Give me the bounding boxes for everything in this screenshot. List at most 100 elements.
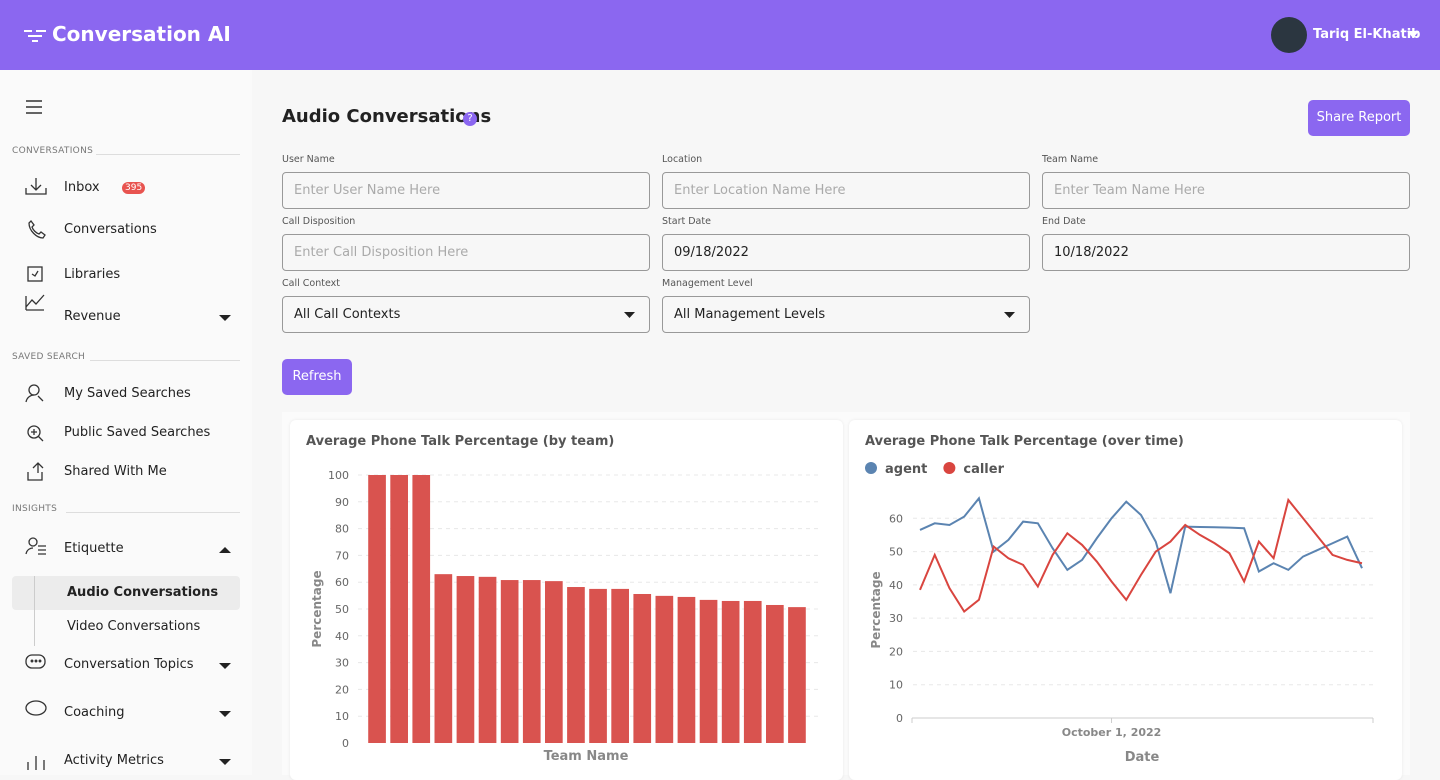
- menu-icon[interactable]: [26, 100, 44, 114]
- input[interactable]: All Management Levels: [662, 296, 1030, 333]
- bar: [545, 581, 563, 743]
- bar: [788, 607, 806, 743]
- legend-label: caller: [963, 462, 1004, 477]
- user-name[interactable]: Tariq El-Khatib: [1313, 27, 1421, 42]
- section-title: SAVED SEARCH: [12, 352, 86, 362]
- divider: [96, 154, 240, 155]
- y-tick-label: 0: [896, 712, 903, 725]
- bar: [390, 475, 408, 743]
- chart: Average Phone Talk Percentage (by team) 0…: [306, 434, 818, 764]
- input[interactable]: Enter Location Name Here: [662, 172, 1030, 209]
- nav-item[interactable]: Conversations: [64, 222, 157, 237]
- bar: [655, 595, 674, 743]
- nav-item[interactable]: Conversation Topics: [64, 657, 194, 672]
- bar: [611, 588, 629, 743]
- y-tick-label: 90: [335, 496, 349, 509]
- y-tick-label: 10: [889, 679, 903, 692]
- bar: [589, 588, 607, 743]
- y-axis-title: Percentage: [869, 571, 883, 648]
- nav-item[interactable]: Shared With Me: [64, 464, 167, 479]
- bar: [766, 604, 784, 743]
- input[interactable]: Enter Call Disposition Here: [282, 234, 650, 271]
- refresh-button[interactable]: Refresh: [282, 359, 352, 395]
- nav-item[interactable]: Inbox: [64, 180, 100, 195]
- chart: Average Phone Talk Percentage (over time…: [865, 434, 1374, 765]
- nav-item[interactable]: My Saved Searches: [64, 386, 191, 401]
- help-icon[interactable]: ?: [463, 112, 477, 126]
- badge: 395: [122, 182, 146, 194]
- header: [0, 0, 1440, 70]
- section-title: CONVERSATIONS: [12, 146, 94, 156]
- bar: [434, 574, 453, 743]
- bar: [743, 600, 762, 743]
- field-label: Team Name: [1042, 154, 1099, 165]
- bar: [633, 593, 652, 743]
- caret: [1004, 312, 1015, 318]
- sub-line: [34, 576, 35, 646]
- series-line: [919, 497, 1363, 613]
- y-tick-label: 50: [889, 546, 903, 559]
- y-tick-label: 100: [328, 469, 349, 482]
- nav-item[interactable]: Libraries: [64, 267, 121, 282]
- y-tick-label: 40: [889, 579, 903, 592]
- bar: [368, 475, 386, 743]
- input[interactable]: 09/18/2022: [662, 234, 1030, 271]
- nav-subitem[interactable]: Audio Conversations: [67, 585, 219, 600]
- x-axis-title: Date: [1125, 750, 1160, 765]
- y-tick-label: 30: [335, 657, 349, 670]
- input[interactable]: All Call Contexts: [282, 296, 650, 333]
- field-label: Location: [662, 154, 703, 165]
- dropdown-caret: [624, 312, 635, 318]
- field-label: Management Level: [662, 278, 753, 289]
- bar: [721, 600, 740, 743]
- field-label: Call Context: [282, 278, 340, 289]
- legend-label: agent: [885, 462, 927, 477]
- brand-icon: [24, 30, 46, 42]
- section-title: INSIGHTS: [12, 504, 58, 514]
- chart-title: Average Phone Talk Percentage (over time…: [865, 434, 1184, 449]
- nav-item[interactable]: Revenue: [64, 309, 121, 324]
- y-tick-label: 0: [342, 737, 349, 750]
- divider: [90, 360, 240, 361]
- nav-subitem[interactable]: Video Conversations: [67, 619, 201, 634]
- y-tick-label: 60: [335, 576, 349, 589]
- nav-item[interactable]: Etiquette: [64, 541, 124, 556]
- x-axis-title: Team Name: [544, 749, 629, 764]
- series-line: [919, 496, 1363, 594]
- bar: [412, 475, 431, 743]
- y-tick-label: 60: [889, 512, 903, 525]
- bar: [567, 587, 585, 743]
- share-button[interactable]: Share Report: [1308, 100, 1410, 136]
- y-tick-label: 40: [335, 630, 349, 643]
- nav-item[interactable]: Activity Metrics: [64, 753, 164, 768]
- nav-item[interactable]: Coaching: [64, 705, 125, 720]
- bar: [456, 576, 475, 743]
- y-tick-label: 20: [335, 683, 349, 696]
- y-tick-label: 20: [889, 645, 903, 658]
- bar: [677, 596, 696, 743]
- chart-title: Average Phone Talk Percentage (by team): [306, 434, 614, 449]
- caret: [624, 312, 635, 318]
- input[interactable]: Enter Team Name Here: [1042, 172, 1410, 209]
- y-tick-label: 70: [335, 549, 349, 562]
- bar: [522, 580, 541, 743]
- field-label: Start Date: [662, 216, 711, 227]
- y-tick-label: 30: [889, 612, 903, 625]
- y-tick-label: 10: [335, 710, 349, 723]
- divider: [66, 512, 240, 513]
- active-bg: [12, 576, 240, 610]
- field-label: End Date: [1042, 216, 1086, 227]
- y-axis-title: Percentage: [310, 570, 324, 647]
- nav-item[interactable]: Public Saved Searches: [64, 425, 211, 440]
- user-caret[interactable]: [1407, 31, 1419, 39]
- bar: [699, 599, 718, 743]
- brand[interactable]: Conversation AI: [52, 22, 231, 46]
- x-tick-label: October 1, 2022: [1062, 726, 1162, 739]
- input[interactable]: 10/18/2022: [1042, 234, 1410, 271]
- avatar[interactable]: [1271, 17, 1307, 53]
- dropdown-caret: [1004, 312, 1015, 318]
- bar: [478, 576, 497, 743]
- bar: [500, 580, 519, 743]
- input[interactable]: Enter User Name Here: [282, 172, 650, 209]
